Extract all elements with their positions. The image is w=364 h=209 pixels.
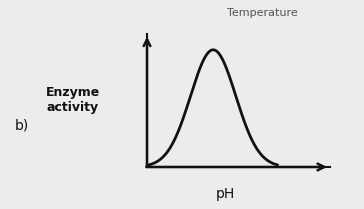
Text: Enzyme
activity: Enzyme activity [46, 86, 100, 114]
Text: pH: pH [216, 187, 235, 201]
Text: Temperature: Temperature [227, 8, 297, 18]
Text: b): b) [15, 119, 29, 132]
